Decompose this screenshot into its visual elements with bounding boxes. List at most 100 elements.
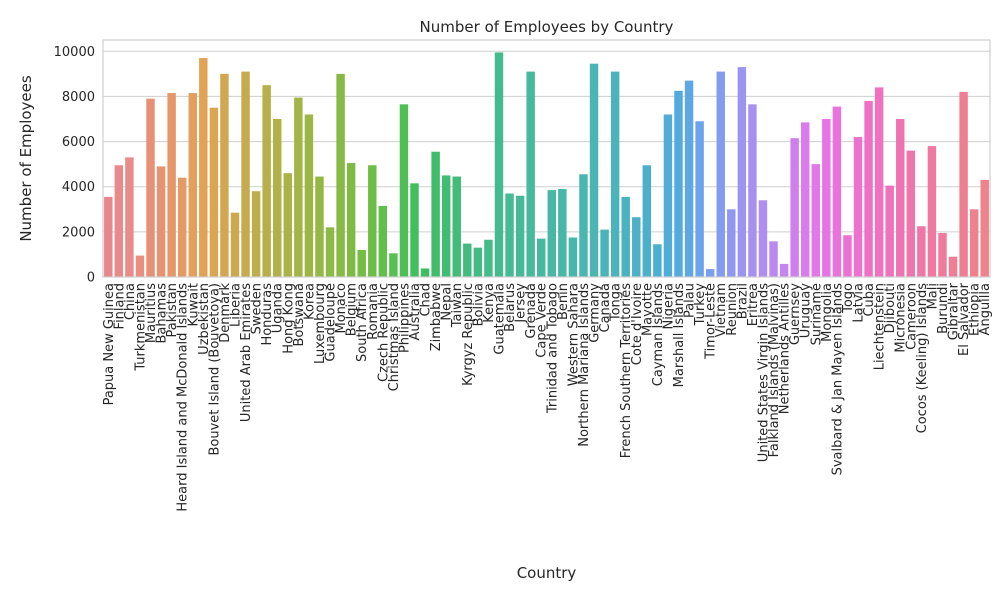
x-tick-label: Northern Mariana Islands: [577, 283, 592, 447]
bar: [610, 71, 620, 277]
bar: [357, 249, 366, 277]
y-tick-label: 0: [87, 271, 95, 286]
bar: [104, 196, 113, 277]
bar: [769, 241, 778, 277]
x-tick-label: Jersey: [514, 283, 529, 324]
x-tick-label: Mongolia: [820, 283, 835, 342]
bar: [336, 73, 345, 277]
bar: [811, 164, 820, 277]
bar: [822, 119, 831, 277]
bar: [505, 193, 514, 277]
bar: [853, 137, 863, 277]
bar: [230, 212, 240, 277]
bar: [410, 183, 419, 277]
bar: [948, 256, 958, 277]
y-tick-label: 2000: [62, 225, 95, 240]
x-tick-label: Anguilla: [978, 283, 993, 335]
bar: [980, 179, 989, 277]
bar: [515, 195, 525, 277]
x-tick-label: Czech Republic: [376, 283, 391, 382]
bar: [473, 247, 483, 277]
x-tick-label: Liechtenstein: [873, 283, 888, 370]
bar: [484, 239, 493, 277]
bar: [125, 157, 134, 277]
x-tick-label: Guadeloupe: [324, 283, 339, 362]
x-tick-label: Finland: [112, 283, 127, 329]
y-axis-label: Number of Employees: [17, 75, 35, 242]
x-tick-label: Gibraltar: [947, 282, 962, 340]
x-tick-label: United States Virgin Islands: [756, 283, 771, 462]
bar: [684, 80, 694, 277]
bar: [779, 263, 789, 277]
bar: [906, 150, 916, 277]
bar: [579, 174, 588, 277]
x-tick-label: Pakistan: [165, 283, 180, 337]
y-tick-label: 6000: [62, 135, 95, 150]
bar: [135, 255, 145, 277]
x-tick-label: Bolivia: [471, 283, 486, 326]
x-tick-label: Brazil: [735, 283, 750, 319]
bar: [705, 269, 715, 277]
x-tick-label: Uganda: [271, 283, 286, 333]
bar: [188, 93, 197, 278]
bar: [209, 107, 219, 277]
x-tick-label: Svalbard & Jan Mayen Islands: [830, 283, 845, 476]
x-tick-label: Cuba: [862, 283, 877, 317]
x-tick-label: Honduras: [260, 283, 275, 346]
x-tick-label: Mauritius: [144, 283, 159, 343]
bar: [526, 71, 535, 277]
bar: [346, 163, 356, 277]
x-tick-label: Monaco: [334, 283, 349, 334]
bar: [156, 166, 166, 277]
x-tick-label: Cape Verde: [535, 283, 550, 358]
x-tick-label: Bouvet Island (Bouvetoya): [207, 283, 222, 456]
x-tick-label: Turkey: [693, 283, 708, 327]
bar: [642, 165, 652, 277]
x-tick-label: French Southern Territories: [619, 283, 634, 458]
bar: [315, 176, 324, 277]
bar: [969, 209, 979, 277]
x-tick-label: Eritrea: [746, 283, 761, 326]
bar: [199, 58, 208, 277]
x-tick-label: Kenya: [482, 283, 497, 323]
x-tick-label: Romania: [366, 283, 381, 340]
bar: [748, 104, 757, 277]
bar: [727, 209, 736, 277]
x-tick-label: Tonga: [609, 283, 624, 322]
bar: [568, 237, 578, 277]
bar: [399, 104, 409, 277]
x-tick-label: Cocos (Keeling) Islands: [915, 283, 930, 434]
x-tick-label: Grenada: [524, 283, 539, 339]
bar: [273, 119, 282, 277]
x-tick-label: Uruguay: [799, 283, 814, 339]
x-tick-label: Philippines: [397, 283, 412, 353]
bar: [790, 138, 799, 277]
bar: [241, 71, 250, 277]
y-tick-label: 4000: [62, 180, 95, 195]
x-tick-label: Zimbabwe: [429, 283, 444, 351]
x-tick-label: China: [123, 283, 138, 320]
bar: [663, 114, 673, 277]
x-tick-label: Trinidad and Tobago: [545, 283, 560, 414]
x-tick-label: Cote d'Ivoire: [630, 283, 645, 365]
bar: [864, 100, 873, 277]
x-tick-label: Guernsey: [788, 283, 803, 345]
bar: [294, 97, 303, 277]
x-tick-label: Mayotte: [640, 283, 655, 336]
x-tick-label: Bahamas: [155, 283, 170, 344]
bar: [463, 243, 472, 277]
x-tick-label: Vietnam: [714, 283, 729, 337]
bar: [441, 175, 451, 277]
x-tick-label: Christmas Island: [387, 283, 402, 391]
bar: [220, 73, 229, 277]
x-tick-label: Heard Island and McDonald Islands: [176, 283, 191, 512]
x-tick-label: El Salvador: [957, 282, 972, 356]
plot-frame: [102, 39, 991, 278]
bar: [452, 176, 461, 277]
x-tick-label: Micronesia: [894, 283, 909, 353]
x-tick-label: Botswana: [292, 283, 307, 347]
x-tick-label: Kuwait: [186, 283, 201, 326]
x-tick-labels: Papua New GuineaFinlandChinaTurkmenistan…: [102, 282, 993, 511]
bar: [262, 85, 271, 278]
